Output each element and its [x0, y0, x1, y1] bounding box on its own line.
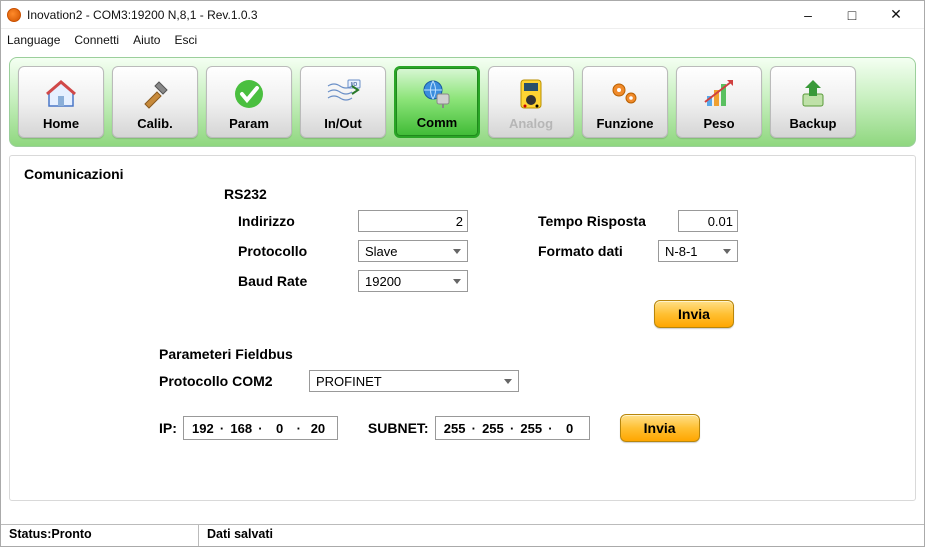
fieldbus-invia-button[interactable]: Invia — [620, 414, 700, 442]
toolbar-param[interactable]: Param — [206, 66, 292, 138]
check-icon — [231, 71, 267, 116]
toolbar-funzione[interactable]: Funzione — [582, 66, 668, 138]
menu-esci[interactable]: Esci — [174, 33, 197, 47]
menu-aiuto[interactable]: Aiuto — [133, 33, 160, 47]
tools-icon — [137, 71, 173, 116]
indirizzo-input[interactable] — [358, 210, 468, 232]
protocollo-com2-select[interactable]: PROFINET — [309, 370, 519, 392]
toolbar-calib[interactable]: Calib. — [112, 66, 198, 138]
app-icon — [7, 8, 21, 22]
subnet-octet-2: 255 — [478, 421, 508, 436]
toolbar-analog-label: Analog — [509, 116, 553, 131]
fieldbus-section: Parameteri Fieldbus Protocollo COM2 PROF… — [159, 346, 901, 442]
toolbar-inout[interactable]: I/O In/Out — [300, 66, 386, 138]
status-left: Status:Pronto — [1, 525, 199, 546]
gears-icon — [607, 71, 643, 116]
titlebar: Inovation2 - COM3:19200 N,8,1 - Rev.1.0.… — [1, 1, 924, 29]
baud-rate-label: Baud Rate — [238, 273, 358, 289]
home-icon — [43, 71, 79, 116]
window-title: Inovation2 - COM3:19200 N,8,1 - Rev.1.0.… — [27, 8, 258, 22]
toolbar: Home Calib. Param I/O In/Out Comm Analog — [9, 57, 916, 147]
tempo-risposta-input[interactable] — [678, 210, 738, 232]
toolbar-backup[interactable]: Backup — [770, 66, 856, 138]
close-button[interactable]: ✕ — [874, 1, 918, 29]
ip-octet-4: 20 — [303, 421, 333, 436]
io-icon: I/O — [324, 71, 362, 116]
menu-language[interactable]: Language — [7, 33, 60, 47]
toolbar-home[interactable]: Home — [18, 66, 104, 138]
protocollo-value: Slave — [365, 244, 398, 259]
toolbar-param-label: Param — [229, 116, 269, 131]
ip-octet-2: 168 — [226, 421, 256, 436]
ip-label: IP: — [159, 420, 177, 436]
fieldbus-invia-label: Invia — [644, 420, 676, 436]
baud-rate-value: 19200 — [365, 274, 401, 289]
ip-input[interactable]: 192· 168· 0· 20 — [183, 416, 338, 440]
formato-dati-value: N-8-1 — [665, 244, 698, 259]
tempo-risposta-label: Tempo Risposta — [538, 213, 678, 229]
formato-dati-label: Formato dati — [538, 243, 658, 259]
subnet-input[interactable]: 255· 255· 255· 0 — [435, 416, 590, 440]
indirizzo-label: Indirizzo — [238, 213, 358, 229]
toolbar-backup-label: Backup — [790, 116, 837, 131]
toolbar-funzione-label: Funzione — [596, 116, 653, 131]
group-title: Comunicazioni — [24, 166, 901, 182]
globe-plug-icon — [419, 72, 455, 115]
toolbar-inout-label: In/Out — [324, 116, 362, 131]
subnet-label: SUBNET: — [368, 420, 429, 436]
toolbar-peso[interactable]: Peso — [676, 66, 762, 138]
toolbar-calib-label: Calib. — [137, 116, 172, 131]
protocollo-select[interactable]: Slave — [358, 240, 468, 262]
toolbar-analog[interactable]: Analog — [488, 66, 574, 138]
toolbar-comm-label: Comm — [417, 115, 457, 130]
protocollo-com2-value: PROFINET — [316, 374, 382, 389]
protocollo-com2-label: Protocollo COM2 — [159, 373, 309, 389]
baud-rate-select[interactable]: 19200 — [358, 270, 468, 292]
backup-icon — [795, 71, 831, 116]
subnet-octet-3: 255 — [516, 421, 546, 436]
ip-octet-1: 192 — [188, 421, 218, 436]
maximize-button[interactable]: □ — [830, 1, 874, 29]
subnet-octet-1: 255 — [440, 421, 470, 436]
window-controls: – □ ✕ — [786, 1, 918, 29]
rs232-title: RS232 — [224, 186, 901, 202]
comunicazioni-group: Comunicazioni RS232 Indirizzo Tempo Risp… — [9, 155, 916, 501]
statusbar: Status:Pronto Dati salvati — [1, 524, 924, 546]
rs232-invia-button[interactable]: Invia — [654, 300, 734, 328]
formato-dati-select[interactable]: N-8-1 — [658, 240, 738, 262]
menu-connetti[interactable]: Connetti — [74, 33, 119, 47]
minimize-button[interactable]: – — [786, 1, 830, 29]
menubar: Language Connetti Aiuto Esci — [1, 29, 924, 51]
multimeter-icon — [517, 71, 545, 116]
rs232-invia-label: Invia — [678, 306, 710, 322]
protocollo-label: Protocollo — [238, 243, 358, 259]
ip-octet-3: 0 — [265, 421, 295, 436]
chart-icon — [701, 71, 737, 116]
subnet-octet-4: 0 — [555, 421, 585, 436]
rs232-section: RS232 Indirizzo Tempo Risposta Protocoll… — [224, 186, 901, 328]
toolbar-peso-label: Peso — [703, 116, 734, 131]
toolbar-comm[interactable]: Comm — [394, 66, 480, 138]
status-right: Dati salvati — [199, 525, 924, 546]
toolbar-home-label: Home — [43, 116, 79, 131]
fieldbus-title: Parameteri Fieldbus — [159, 346, 901, 362]
